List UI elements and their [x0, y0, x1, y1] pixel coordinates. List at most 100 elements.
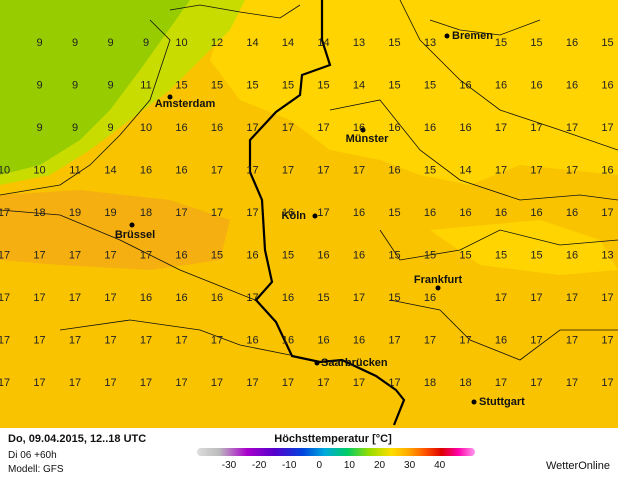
grid-value: 17 [495, 292, 507, 304]
grid-value: 13 [353, 37, 365, 49]
grid-value: 16 [246, 249, 258, 261]
grid-value: 14 [317, 37, 329, 49]
grid-value: 9 [72, 37, 78, 49]
grid-value: 17 [175, 377, 187, 389]
grid-value: 17 [317, 164, 329, 176]
grid-value: 9 [36, 37, 42, 49]
grid-value: 17 [282, 164, 294, 176]
grid-value: 16 [495, 334, 507, 346]
grid-value: 17 [140, 377, 152, 389]
grid-value: 15 [530, 37, 542, 49]
grid-value: 17 [69, 249, 81, 261]
grid-value: 14 [353, 79, 365, 91]
grid-value: 14 [246, 37, 258, 49]
city-label: Stuttgart [479, 396, 525, 408]
grid-value: 17 [530, 292, 542, 304]
grid-value: 17 [175, 334, 187, 346]
grid-value: 17 [601, 377, 613, 389]
legend-tick-label: 0 [316, 460, 323, 471]
grid-value: 17 [459, 334, 471, 346]
grid-value: 17 [495, 164, 507, 176]
grid-value: 17 [317, 207, 329, 219]
grid-value: 17 [566, 334, 578, 346]
grid-value: 15 [388, 79, 400, 91]
grid-value: 9 [107, 37, 113, 49]
grid-value: 17 [353, 164, 365, 176]
grid-value: 9 [36, 122, 42, 134]
grid-value: 17 [0, 292, 10, 304]
grid-value: 17 [317, 377, 329, 389]
grid-value: 17 [69, 377, 81, 389]
grid-value: 17 [530, 377, 542, 389]
grid-value: 15 [175, 79, 187, 91]
legend-tick-label: 10 [343, 460, 355, 471]
grid-value: 17 [282, 122, 294, 134]
grid-value: 17 [211, 334, 223, 346]
grid-value: 16 [282, 334, 294, 346]
grid-value: 17 [601, 122, 613, 134]
grid-value: 9 [72, 79, 78, 91]
grid-value: 15 [424, 164, 436, 176]
grid-value: 15 [530, 249, 542, 261]
grid-value: 16 [388, 164, 400, 176]
grid-value: 16 [211, 122, 223, 134]
legend-title: Höchsttemperatur [°C] [274, 433, 392, 445]
grid-value: 17 [495, 122, 507, 134]
colorbar [197, 448, 475, 456]
grid-value: 15 [495, 37, 507, 49]
grid-value: 16 [601, 79, 613, 91]
grid-value: 10 [0, 164, 10, 176]
grid-value: 10 [33, 164, 45, 176]
grid-value: 17 [104, 292, 116, 304]
grid-value: 11 [140, 79, 151, 91]
grid-value: 17 [388, 377, 400, 389]
grid-value: 18 [33, 207, 45, 219]
grid-value: 15 [388, 292, 400, 304]
grid-value: 16 [495, 207, 507, 219]
grid-value: 16 [601, 164, 613, 176]
grid-value: 9 [107, 122, 113, 134]
grid-value: 15 [317, 292, 329, 304]
grid-value: 17 [353, 377, 365, 389]
city-label: Köln [282, 210, 307, 222]
grid-value: 10 [140, 122, 152, 134]
grid-value: 18 [140, 207, 152, 219]
grid-value: 16 [246, 334, 258, 346]
grid-value: 16 [459, 79, 471, 91]
borders [0, 0, 618, 361]
yellow-area [210, 0, 618, 185]
grid-value: 15 [388, 37, 400, 49]
grid-value: 9 [143, 37, 149, 49]
grid-value: 17 [140, 334, 152, 346]
city-label: Frankfurt [414, 274, 463, 286]
city-label: Brüssel [115, 229, 155, 241]
grid-value: 14 [459, 164, 471, 176]
grid-value: 16 [282, 207, 294, 219]
grid-value: 16 [353, 249, 365, 261]
grid-value: 15 [388, 249, 400, 261]
city-label: Saarbrücken [321, 357, 388, 369]
grid-value: 16 [495, 79, 507, 91]
grid-value: 16 [175, 164, 187, 176]
grid-value: 15 [282, 249, 294, 261]
city-label: Münster [346, 133, 390, 145]
grid-value: 17 [33, 292, 45, 304]
grid-value: 17 [566, 377, 578, 389]
legend-tick-label: 40 [434, 460, 446, 471]
grid-value: 17 [388, 334, 400, 346]
legend-tick-label: 20 [373, 460, 386, 471]
grid-value: 13 [424, 37, 436, 49]
grid-value: 17 [69, 292, 81, 304]
grid-value: 17 [530, 164, 542, 176]
grid-value: 15 [317, 79, 329, 91]
grid-value: 16 [317, 334, 329, 346]
grid-value: 17 [211, 377, 223, 389]
grid-value: 16 [566, 249, 578, 261]
grid-value: 18 [459, 377, 471, 389]
grid-value: 12 [211, 37, 223, 49]
grid-value: 15 [495, 249, 507, 261]
model: Modell: GFS [8, 464, 64, 475]
grid-value: 17 [246, 164, 258, 176]
grid-value: 17 [353, 292, 365, 304]
